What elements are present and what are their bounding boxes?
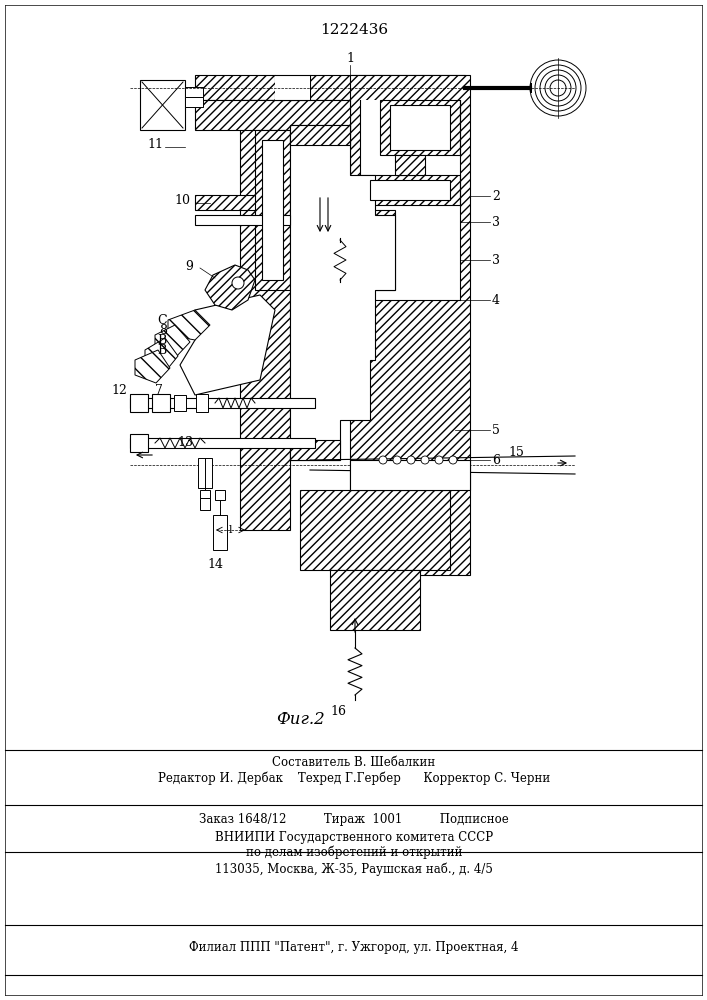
Polygon shape bbox=[310, 75, 465, 100]
Polygon shape bbox=[130, 394, 148, 412]
Text: 4: 4 bbox=[492, 294, 500, 306]
Polygon shape bbox=[290, 125, 395, 460]
Polygon shape bbox=[370, 180, 450, 200]
Text: 16: 16 bbox=[330, 705, 346, 718]
Text: 5: 5 bbox=[492, 424, 500, 436]
Text: 3: 3 bbox=[492, 216, 500, 229]
Polygon shape bbox=[145, 338, 178, 372]
Text: 1: 1 bbox=[346, 51, 354, 64]
Polygon shape bbox=[330, 570, 420, 630]
Circle shape bbox=[407, 456, 415, 464]
Text: 6: 6 bbox=[492, 454, 500, 466]
Text: 13: 13 bbox=[177, 436, 193, 450]
Polygon shape bbox=[262, 140, 283, 280]
Polygon shape bbox=[195, 75, 275, 100]
Polygon shape bbox=[195, 100, 350, 130]
Text: 15: 15 bbox=[508, 446, 524, 460]
Polygon shape bbox=[130, 438, 315, 448]
Text: 11: 11 bbox=[147, 138, 163, 151]
Text: B: B bbox=[158, 344, 167, 357]
Text: Филиал ППП "Патент", г. Ужгород, ул. Проектная, 4: Филиал ППП "Патент", г. Ужгород, ул. Про… bbox=[189, 942, 519, 954]
Polygon shape bbox=[350, 460, 470, 490]
Text: Заказ 1648/12          Тираж  1001          Подписное: Заказ 1648/12 Тираж 1001 Подписное bbox=[199, 814, 509, 826]
Polygon shape bbox=[140, 80, 185, 130]
Polygon shape bbox=[390, 105, 450, 150]
Polygon shape bbox=[135, 350, 170, 383]
Polygon shape bbox=[185, 87, 203, 97]
Polygon shape bbox=[168, 310, 210, 340]
Text: 113035, Москва, Ж-35, Раушская наб., д. 4/5: 113035, Москва, Ж-35, Раушская наб., д. … bbox=[215, 862, 493, 876]
Polygon shape bbox=[380, 100, 460, 155]
Text: l: l bbox=[228, 525, 232, 535]
Polygon shape bbox=[395, 155, 425, 175]
Text: C: C bbox=[158, 314, 167, 326]
Circle shape bbox=[232, 277, 244, 289]
Circle shape bbox=[393, 456, 401, 464]
Polygon shape bbox=[213, 515, 227, 550]
Polygon shape bbox=[530, 83, 532, 93]
Circle shape bbox=[449, 456, 457, 464]
Polygon shape bbox=[180, 295, 275, 395]
Polygon shape bbox=[155, 325, 190, 358]
Text: 8: 8 bbox=[159, 324, 167, 336]
Circle shape bbox=[421, 456, 429, 464]
Polygon shape bbox=[275, 75, 310, 100]
Polygon shape bbox=[360, 210, 395, 290]
Circle shape bbox=[435, 456, 443, 464]
Polygon shape bbox=[300, 490, 450, 570]
Polygon shape bbox=[152, 394, 170, 412]
Polygon shape bbox=[390, 105, 450, 150]
Text: по делам изобретений и открытий: по делам изобретений и открытий bbox=[246, 845, 462, 859]
Polygon shape bbox=[240, 100, 290, 530]
Text: 3: 3 bbox=[492, 253, 500, 266]
Polygon shape bbox=[290, 125, 350, 145]
Polygon shape bbox=[350, 75, 470, 575]
Text: 7: 7 bbox=[155, 383, 163, 396]
Text: 14: 14 bbox=[207, 558, 223, 571]
Text: B: B bbox=[158, 334, 167, 347]
Polygon shape bbox=[196, 394, 208, 412]
Text: 10: 10 bbox=[174, 194, 190, 207]
Polygon shape bbox=[215, 490, 225, 500]
Polygon shape bbox=[200, 498, 210, 510]
Text: 2: 2 bbox=[492, 190, 500, 202]
Text: 12: 12 bbox=[111, 383, 127, 396]
Polygon shape bbox=[198, 458, 212, 488]
Text: Фиг.2: Фиг.2 bbox=[276, 712, 325, 728]
Circle shape bbox=[379, 456, 387, 464]
Polygon shape bbox=[360, 100, 460, 300]
Text: 9: 9 bbox=[185, 260, 193, 273]
Polygon shape bbox=[290, 440, 340, 460]
Polygon shape bbox=[205, 265, 255, 310]
Text: Редактор И. Дербак    Техред Г.Гербер      Корректор С. Черни: Редактор И. Дербак Техред Г.Гербер Корре… bbox=[158, 771, 550, 785]
Polygon shape bbox=[195, 195, 290, 210]
Polygon shape bbox=[130, 434, 148, 452]
Polygon shape bbox=[195, 215, 290, 225]
Polygon shape bbox=[255, 130, 290, 290]
Text: ВНИИПИ Государственного комитета СССР: ВНИИПИ Государственного комитета СССР bbox=[215, 830, 493, 844]
Polygon shape bbox=[185, 97, 203, 107]
Text: Составитель В. Шебалкин: Составитель В. Шебалкин bbox=[272, 756, 436, 768]
Polygon shape bbox=[360, 175, 460, 205]
Polygon shape bbox=[200, 490, 210, 498]
Polygon shape bbox=[174, 395, 186, 411]
Text: 1222436: 1222436 bbox=[320, 23, 388, 37]
Polygon shape bbox=[130, 398, 315, 408]
